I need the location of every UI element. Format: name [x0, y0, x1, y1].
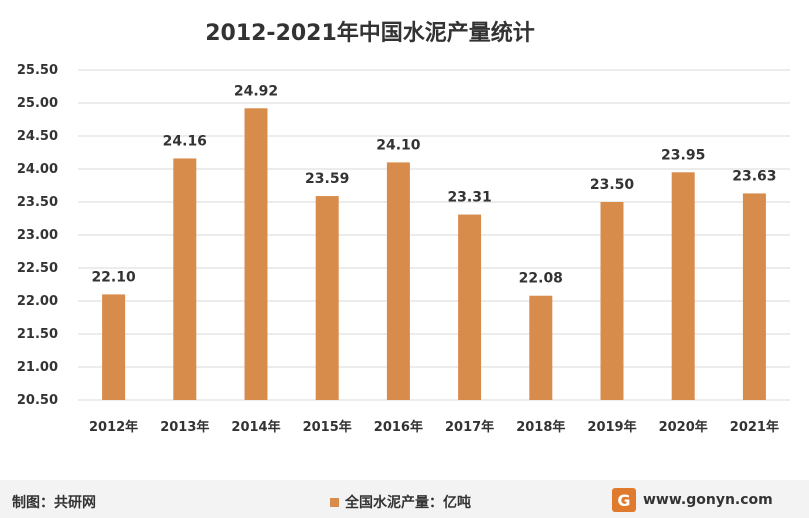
data-label: 23.50	[590, 177, 635, 193]
y-tick-label: 23.50	[17, 195, 58, 210]
y-tick-label: 24.00	[17, 162, 58, 177]
bar	[244, 108, 268, 400]
bar	[386, 162, 410, 400]
chart-title: 2012-2021年中国水泥产量统计	[205, 20, 535, 46]
bar	[529, 295, 553, 400]
data-label: 23.63	[732, 168, 776, 184]
legend-swatch	[330, 497, 339, 507]
x-tick-label: 2017年	[445, 419, 494, 435]
y-tick-label: 21.50	[17, 327, 58, 342]
x-tick-label: 2018年	[516, 419, 565, 435]
x-tick-label: 2014年	[231, 419, 280, 435]
bars	[102, 108, 766, 400]
credit-text: 制图：共研网	[12, 495, 96, 511]
watermark-logo-letter: G	[617, 490, 631, 510]
y-tick-label: 25.50	[17, 63, 58, 78]
bar	[315, 196, 339, 400]
data-label: 22.10	[91, 269, 136, 285]
bar	[173, 158, 197, 400]
x-tick-label: 2019年	[587, 419, 636, 435]
y-axis-ticks: 20.50 21.00 21.50 22.00 22.50 23.00 23.50 24.00…	[17, 63, 58, 408]
bar-chart: 2012-2021年中国水泥产量统计 20.5021.0021.5022.002…	[17, 20, 790, 435]
y-tick-label: 21.00	[17, 360, 58, 375]
data-label: 23.59	[305, 171, 349, 187]
data-label: 23.95	[661, 147, 705, 163]
y-tick-label: 22.00	[17, 294, 58, 309]
data-label: 24.16	[163, 133, 207, 149]
y-tick-label: 22.50	[17, 261, 58, 276]
data-labels: 22.10 24.16 24.92 23.59 24.10 23.31 22.08 23.50…	[91, 83, 776, 286]
x-tick-label: 2020年	[659, 419, 708, 435]
x-tick-label: 2012年	[89, 419, 138, 435]
y-tick-label: 23.00	[17, 228, 58, 243]
legend: 全国水泥产量：亿吨	[330, 492, 471, 512]
x-axis-ticks: 2012年 2013年 2014年 2015年 2016年 2017年 2018年 2019年…	[89, 419, 779, 435]
data-label: 24.10	[376, 137, 421, 153]
data-label: 24.92	[234, 83, 278, 99]
x-tick-label: 2016年	[374, 419, 423, 435]
y-tick-label: 20.50	[17, 393, 58, 408]
y-tick-label: 24.50	[17, 129, 58, 144]
watermark-site: www.gonyn.com	[643, 492, 773, 508]
x-tick-label: 2015年	[303, 419, 352, 435]
x-tick-label: 2021年	[730, 419, 779, 435]
data-label: 23.31	[447, 190, 491, 206]
footer-bar	[0, 480, 809, 518]
x-tick-label: 2013年	[160, 419, 209, 435]
data-label: 22.08	[519, 271, 563, 287]
bar	[742, 193, 766, 400]
bar	[600, 202, 624, 400]
bar	[102, 294, 126, 400]
legend-label: 全国水泥产量：亿吨	[345, 495, 471, 511]
watermark-logo: G	[612, 488, 636, 512]
grid-lines	[78, 69, 790, 401]
bar	[671, 172, 695, 400]
y-tick-label: 25.00	[17, 96, 58, 111]
bar	[458, 214, 482, 400]
